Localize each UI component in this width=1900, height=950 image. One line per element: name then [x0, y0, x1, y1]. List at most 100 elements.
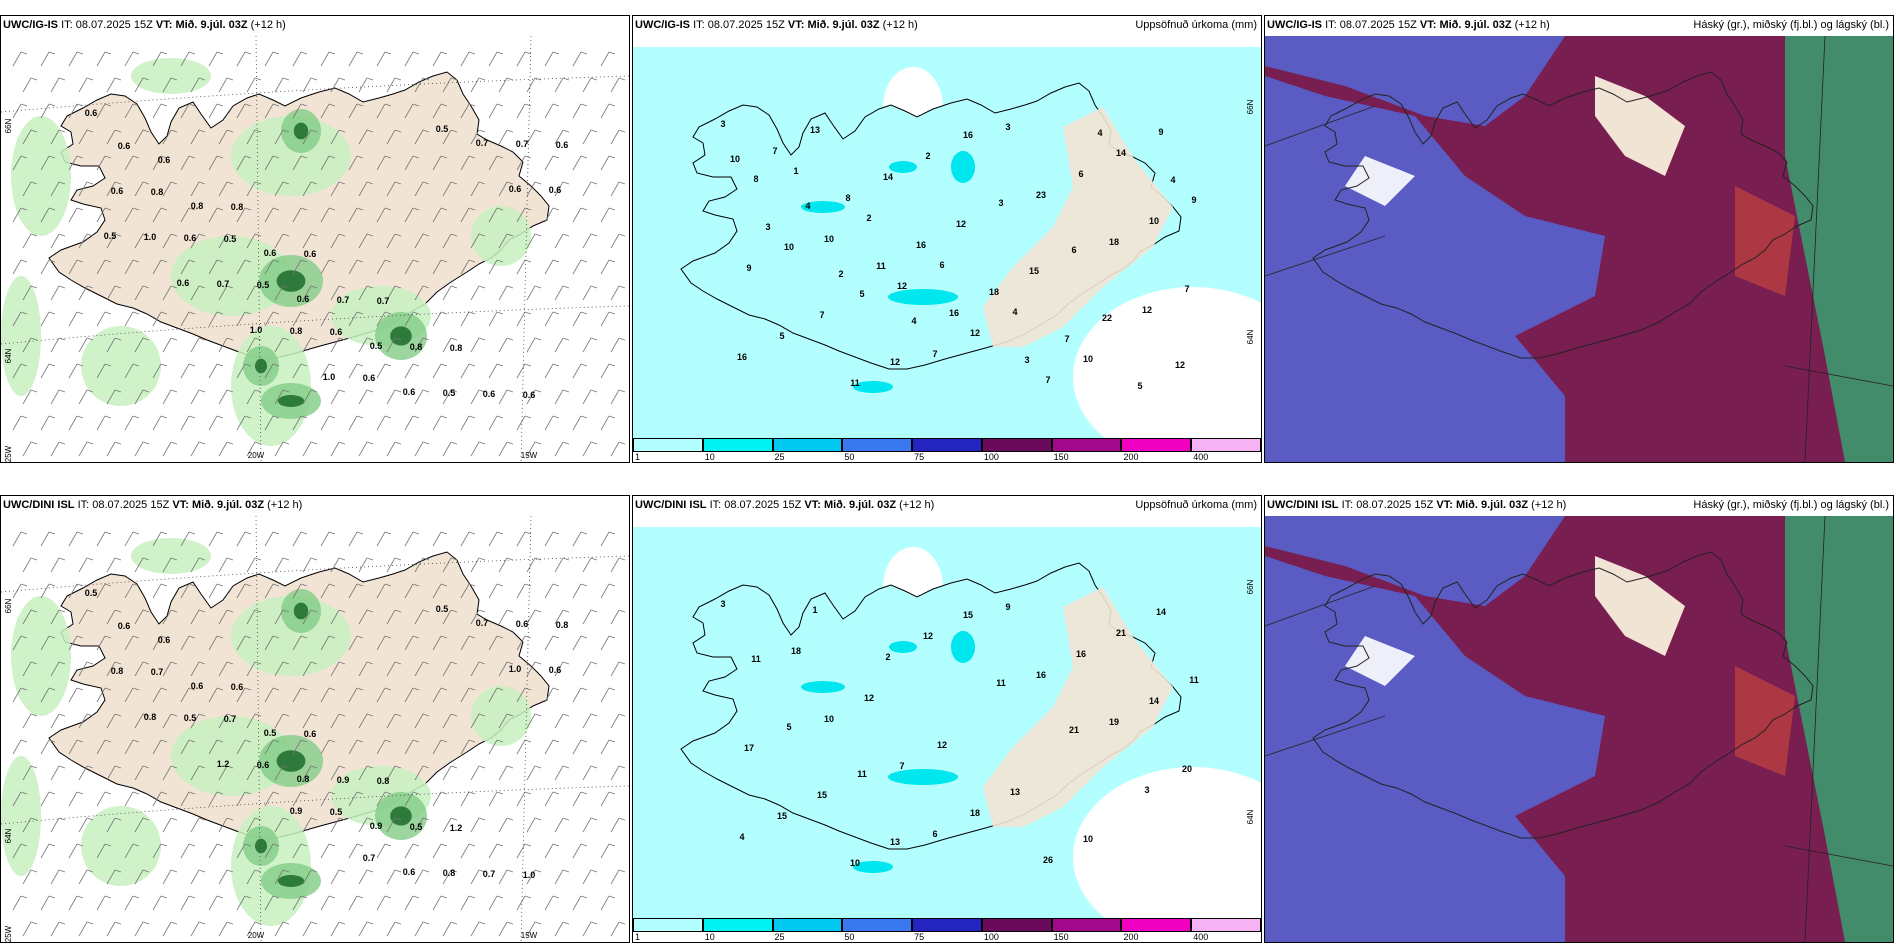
value-label: 6	[932, 829, 937, 839]
value-label: 11	[850, 378, 860, 388]
value-label: 0.7	[476, 618, 489, 628]
value-label: 1.0	[509, 664, 522, 674]
value-label: 0.7	[337, 295, 350, 305]
value-label: 0.6	[403, 867, 416, 877]
colorbar-label: 400	[1193, 932, 1209, 942]
map-canvas: 0.5 0.6 0.6 0.6 0.8 1.2 1.0 0.6 0.6 0.5 0.9 0.5 0.7 0…	[1, 516, 629, 942]
lead-time: (+12 h)	[267, 499, 303, 511]
value-label: 3	[765, 222, 770, 232]
panel-title: UWC/IG-IS IT: 08.07.2025 15Z VT: Mið. 9.…	[3, 19, 286, 31]
value-label: 16	[1076, 649, 1086, 659]
value-label: 0.6	[304, 249, 317, 259]
colorbar-label: 100	[983, 932, 999, 942]
value-label: 6	[939, 260, 944, 270]
value-label: 12	[1142, 305, 1152, 315]
field-title: Uppsöfnuð úrkoma (mm)	[1135, 19, 1257, 31]
init-time: 08.07.2025 15Z	[1356, 499, 1434, 511]
graticule-label: 64N	[1246, 809, 1255, 824]
value-label: 0.9	[337, 775, 350, 785]
valid-time: Mið. 9.júl. 03Z	[1439, 19, 1512, 31]
precip-area	[1, 756, 41, 876]
panel-ig-precip: UWC/IG-IS IT: 08.07.2025 15Z VT: Mið. 9.…	[0, 15, 630, 463]
value-label: 9	[1005, 602, 1010, 612]
value-label: 12	[937, 740, 947, 750]
value-label: 0.6	[403, 387, 416, 397]
colorbar: 1 10 25 50 75 100 150 200 400	[633, 438, 1261, 462]
value-label: 9	[1191, 195, 1196, 205]
valid-time-label: VT:	[1436, 499, 1453, 511]
precip-area	[131, 538, 211, 574]
value-label: 0.5	[436, 604, 449, 614]
value-label: 0.6	[158, 155, 171, 165]
model-name: UWC/DINI ISL	[635, 499, 707, 511]
lead-time: (+12 h)	[250, 19, 286, 31]
colorbar-label: 75	[914, 452, 925, 462]
value-label: 0.8	[191, 201, 204, 211]
value-label: 0.5	[184, 713, 197, 723]
value-label: 0.7	[363, 853, 376, 863]
value-label: 12	[890, 357, 900, 367]
value-label: 0.9	[290, 806, 303, 816]
value-label: 0.6	[304, 729, 317, 739]
value-label: 0.8	[290, 326, 303, 336]
value-label: 7	[819, 310, 824, 320]
value-label: 3	[1024, 355, 1029, 365]
value-label: 11	[751, 654, 761, 664]
value-label: 5	[786, 722, 791, 732]
graticule-label: 25W	[4, 445, 13, 462]
value-label: 1.0	[250, 325, 263, 335]
init-time: 08.07.2025 15Z	[1339, 19, 1417, 31]
colorbar-swatch	[981, 918, 1052, 932]
map-canvas: 3181212131014111071826211151169161417151…	[633, 527, 1261, 942]
value-label: 12	[897, 281, 907, 291]
value-label: 0.6	[257, 760, 270, 770]
high-cloud-area	[1785, 36, 1893, 462]
value-label: 4	[1012, 307, 1017, 317]
value-label: 10	[824, 714, 834, 724]
init-time-label: IT:	[61, 19, 73, 31]
colorbar-swatch	[842, 918, 913, 932]
panel-ig-accum: UWC/IG-IS IT: 08.07.2025 15Z VT: Mið. 9.…	[632, 15, 1262, 463]
model-name: UWC/IG-IS	[3, 19, 58, 31]
panel-dini-precip: UWC/DINI ISL IT: 08.07.2025 15Z VT: Mið.…	[0, 495, 630, 943]
value-label: 18	[1109, 237, 1119, 247]
graticule-label: 66N	[4, 598, 13, 613]
clear-area	[1595, 556, 1685, 656]
value-label: 15	[1029, 266, 1039, 276]
value-label: 2	[866, 213, 871, 223]
colorbar-label: 75	[914, 932, 925, 942]
precip-max	[888, 769, 958, 785]
value-label: 0.6	[177, 278, 190, 288]
value-label: 0.5	[264, 728, 277, 738]
panel-title: UWC/DINI ISL IT: 08.07.2025 15Z VT: Mið.…	[1267, 499, 1566, 511]
value-label: 0.6	[264, 248, 277, 258]
colorbar-label: 50	[844, 932, 855, 942]
valid-time: Mið. 9.júl. 03Z	[823, 499, 897, 511]
valid-time-label: VT:	[804, 499, 821, 511]
value-label: 3	[1005, 122, 1010, 132]
value-label: 23	[1036, 190, 1046, 200]
valid-time-label: VT:	[1419, 19, 1437, 31]
value-label: 7	[932, 349, 937, 359]
colorbar-label: 150	[1053, 932, 1069, 942]
heavy-precip-core	[277, 875, 305, 887]
value-label: 6	[1078, 169, 1083, 179]
init-time: 08.07.2025 15Z	[75, 19, 153, 31]
graticule-label: 15W	[521, 931, 538, 940]
value-label: 0.6	[118, 621, 131, 631]
map-canvas: 0.6 0.6 0.8 0.6 0.7 0.8 0.6 0.6 0.8 0.6 0.7 0.8 0.6 0…	[1, 36, 629, 462]
lead-time: (+12 h)	[882, 19, 918, 31]
valid-time: Mið. 9.júl. 03Z	[175, 19, 248, 31]
value-label: 0.6	[231, 682, 244, 692]
lead-time: (+12 h)	[899, 499, 935, 511]
value-label: 4	[805, 201, 810, 211]
value-label: 18	[989, 287, 999, 297]
panel-ig-cloud: UWC/IG-IS IT: 08.07.2025 15Z VT: Mið. 9.…	[1264, 15, 1894, 463]
value-label: 3	[720, 119, 725, 129]
value-label: 7	[899, 761, 904, 771]
value-label: 2	[885, 652, 890, 662]
valid-time: Mið. 9.júl. 03Z	[191, 499, 265, 511]
value-label: 8	[753, 174, 758, 184]
colorbar-label: 25	[774, 452, 785, 462]
value-label: 9	[746, 263, 751, 273]
